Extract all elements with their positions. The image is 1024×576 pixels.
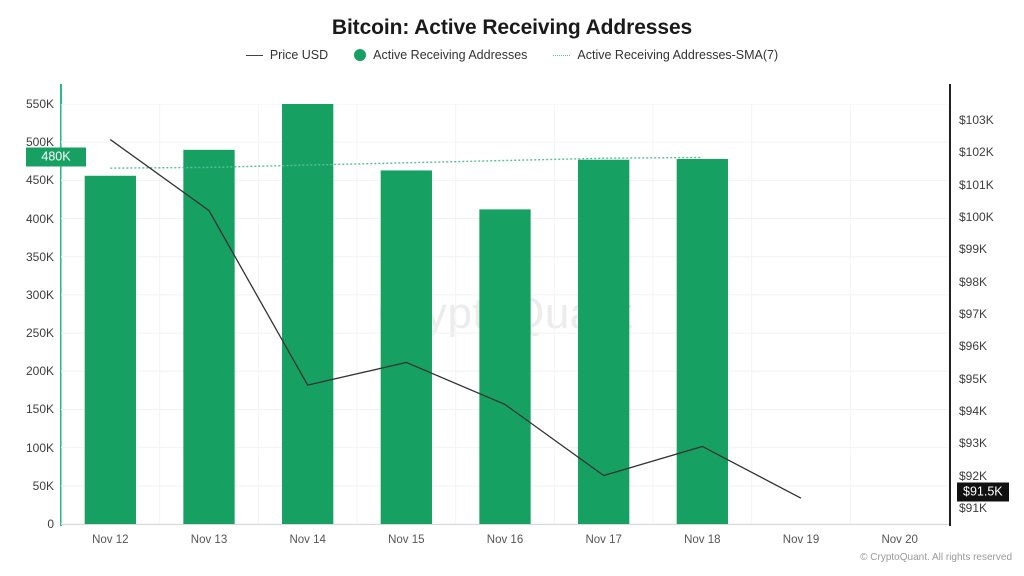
- plot-svg: [61, 104, 949, 524]
- bar: [380, 170, 432, 524]
- y-axis-left-tick-label: 250K: [25, 326, 54, 341]
- y-axis-right-tick-label: $95K: [959, 371, 988, 386]
- x-axis-tick-label: Nov 18: [684, 534, 721, 546]
- dot-marker-icon: [354, 49, 367, 61]
- left-axis-value-badge: 480K: [26, 147, 86, 167]
- x-axis-line: [61, 524, 949, 525]
- y-axis-right-tick-label: $97K: [959, 307, 988, 321]
- y-axis-right-line: [949, 84, 951, 526]
- right-axis-value-badge: $91.5K: [957, 482, 1009, 502]
- y-axis-left-tick-label: 150K: [25, 402, 54, 417]
- x-axis-tick-label: Nov 13: [190, 534, 228, 546]
- x-axis-tick-label: Nov 15: [388, 534, 425, 546]
- legend-label: Active Receiving Addresses-SMA(7): [577, 48, 779, 62]
- x-axis-tick-label: Nov 17: [585, 534, 622, 546]
- y-axis-left-ticks: 0 50K 100K 150K 200K 250K 300K 350K 400K 450K 500K…: [0, 97, 54, 531]
- bar: [578, 159, 630, 524]
- y-axis-left-tick-label: 300K: [25, 287, 54, 302]
- y-axis-right-tick-label: $94K: [959, 403, 988, 418]
- x-axis-tick-label: Nov 16: [486, 534, 524, 546]
- y-axis-right-tick-label: $98K: [959, 274, 988, 289]
- sma-line: [110, 156, 703, 169]
- y-axis-left-tick-label: 500K: [25, 135, 54, 150]
- plot-area: CryptoQuant: [61, 104, 949, 524]
- y-axis-left-tick-label: 50K: [32, 478, 54, 493]
- y-axis-right-tick-label: $101K: [959, 177, 994, 192]
- bar: [676, 158, 728, 524]
- bar: [282, 104, 334, 524]
- price-line: [109, 139, 802, 499]
- y-axis-right-tick-label: $100K: [959, 210, 994, 225]
- y-axis-right-tick-label: $103K: [959, 113, 994, 128]
- x-axis-tick-label: Nov 14: [289, 534, 326, 546]
- chart-title: Bitcoin: Active Receiving Addresses: [331, 16, 693, 39]
- y-axis-right-tick-label: $91K: [959, 500, 988, 515]
- line-marker-icon: [245, 54, 263, 56]
- y-axis-left-tick-label: 100K: [25, 440, 54, 455]
- legend-label: Price USD: [269, 48, 329, 62]
- legend-item-price-usd[interactable]: Price USD: [245, 48, 329, 62]
- copyright-text: © CryptoQuant. All rights reserved: [860, 552, 1012, 563]
- y-axis-left-tick-label: 450K: [25, 173, 54, 188]
- legend-item-active-receiving-addresses[interactable]: Active Receiving Addresses: [354, 48, 527, 62]
- bar: [479, 209, 531, 524]
- x-axis-tick-label: Nov 12: [92, 534, 129, 546]
- bar: [84, 175, 136, 524]
- legend-item-active-receiving-addresses-sma[interactable]: Active Receiving Addresses-SMA(7): [553, 48, 778, 62]
- x-axis-ticks: Nov 12 Nov 13 Nov 14 Nov 15 Nov 16 Nov 17 Nov …: [61, 534, 949, 554]
- y-axis-right-tick-label: $96K: [959, 339, 988, 354]
- y-axis-right-tick-label: $93K: [959, 436, 988, 451]
- x-axis-tick-label: Nov 19: [782, 534, 820, 546]
- y-axis-right-tick-label: $99K: [959, 242, 988, 257]
- y-axis-right-ticks: $91K $92K $93K $94K $95K $96K $97K $98K $99K $100…: [959, 104, 1023, 524]
- legend-label: Active Receiving Addresses: [373, 48, 528, 62]
- x-axis-tick-label: Nov 20: [881, 534, 918, 546]
- chart-legend: Price USD Active Receiving Addresses Act…: [0, 48, 1024, 62]
- y-axis-right-tick-label: $102K: [959, 145, 994, 160]
- bar: [183, 149, 235, 524]
- y-axis-left-tick-label: 400K: [25, 211, 54, 226]
- dashed-line-marker-icon: [553, 54, 571, 56]
- y-axis-left-tick-label: 350K: [25, 249, 54, 264]
- y-axis-left-tick-label: 200K: [25, 364, 54, 379]
- y-axis-right-tick-label: $92K: [959, 468, 988, 483]
- y-axis-left-tick-label: 550K: [25, 97, 54, 111]
- y-axis-left-tick-label: 0: [47, 517, 54, 531]
